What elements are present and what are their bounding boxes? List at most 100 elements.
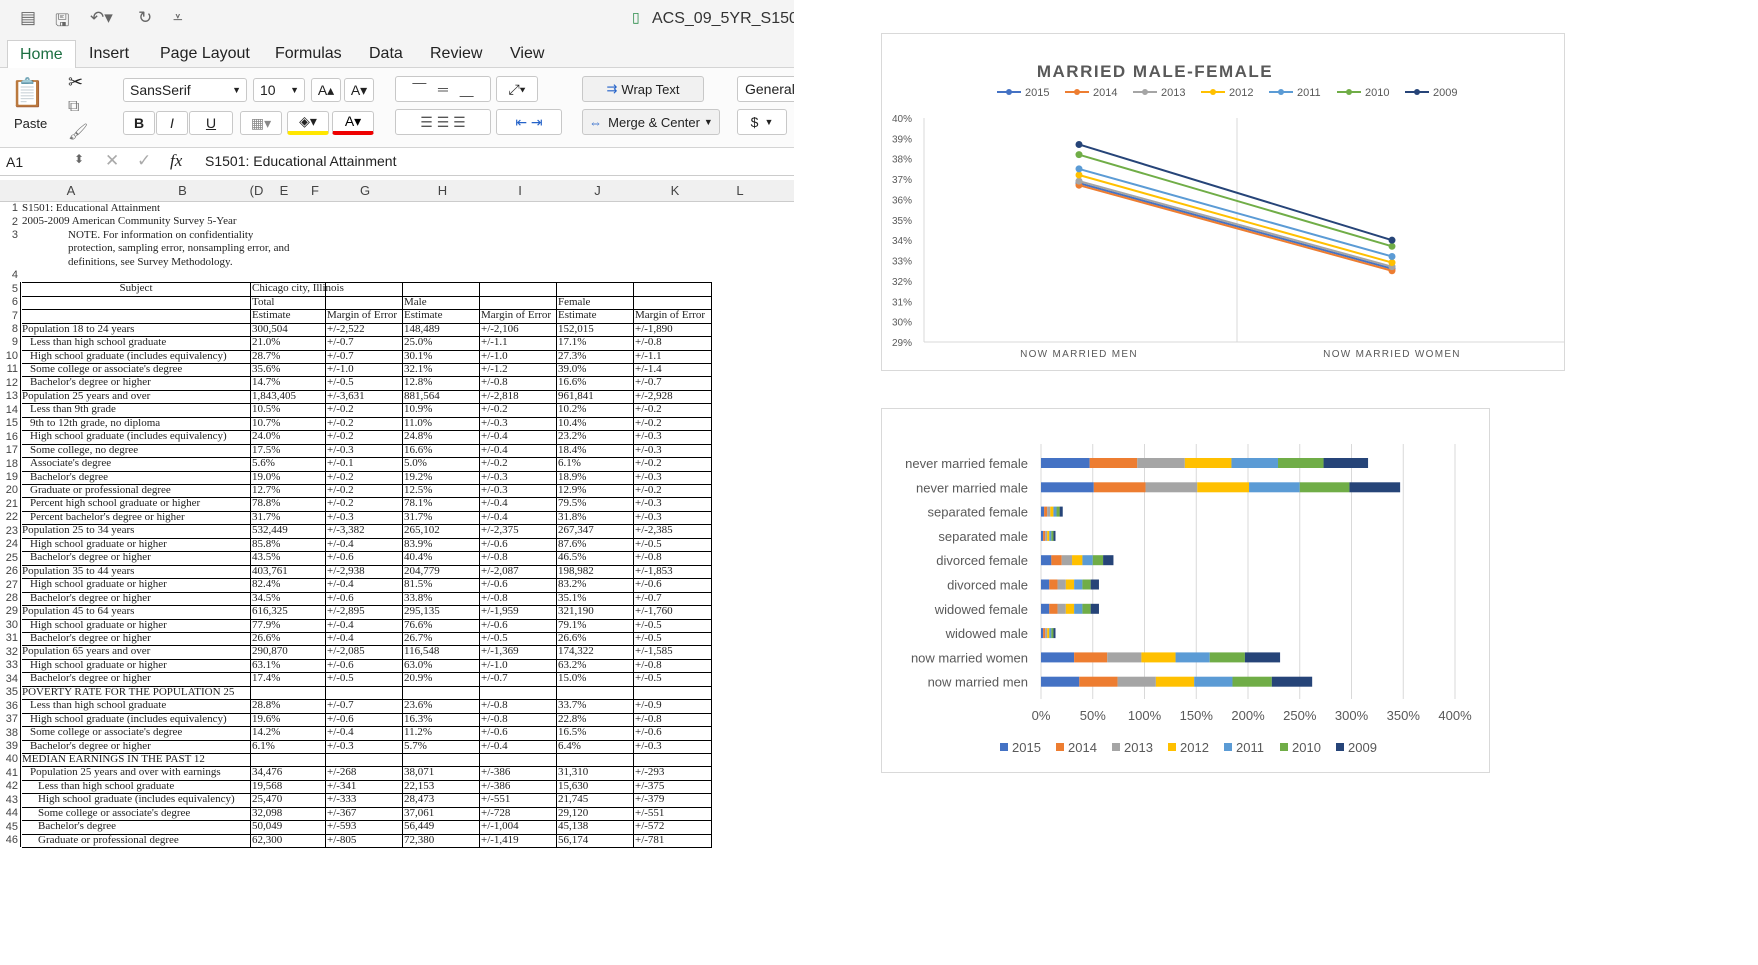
paste-icon[interactable]: 📋 bbox=[10, 77, 45, 108]
fx-icon[interactable]: fx bbox=[170, 151, 183, 170]
cell[interactable]: 72,380 bbox=[404, 833, 435, 846]
cut-icon[interactable]: ✂ bbox=[68, 72, 84, 92]
cell[interactable]: Population 18 to 24 years bbox=[22, 322, 135, 335]
cell[interactable]: +/-0.3 bbox=[635, 510, 662, 523]
cell[interactable]: +/-1,959 bbox=[481, 605, 519, 618]
cell[interactable]: +/-0.5 bbox=[635, 631, 662, 644]
cell[interactable]: 32,098 bbox=[252, 806, 283, 819]
formula-input[interactable]: S1501: Educational Attainment bbox=[205, 153, 397, 169]
cell[interactable]: +/-1.4 bbox=[635, 362, 662, 375]
cell[interactable]: 27.3% bbox=[558, 349, 587, 362]
cell[interactable]: Less than high school graduate bbox=[38, 779, 175, 792]
cell[interactable]: Some college, no degree bbox=[30, 443, 139, 456]
cell[interactable]: 17.5% bbox=[252, 443, 281, 456]
cell[interactable]: +/-1.0 bbox=[481, 349, 508, 362]
cell[interactable]: 87.6% bbox=[558, 537, 587, 550]
cell[interactable]: +/-0.3 bbox=[635, 470, 662, 483]
cell[interactable]: 45,138 bbox=[558, 820, 589, 833]
cell[interactable]: +/-0.4 bbox=[481, 739, 508, 752]
cell[interactable]: 25,470 bbox=[252, 793, 283, 806]
merge-center-button[interactable]: ⇔ Merge & Center ▼ bbox=[582, 109, 720, 135]
row-number[interactable]: 26 bbox=[5, 565, 18, 578]
cell[interactable]: +/-0.2 bbox=[327, 497, 354, 510]
column-header[interactable]: B bbox=[178, 183, 187, 198]
cell[interactable]: +/-1.1 bbox=[635, 349, 662, 362]
cell[interactable]: +/-0.4 bbox=[327, 537, 354, 550]
row-number[interactable]: 16 bbox=[5, 430, 18, 443]
cell[interactable]: 22,153 bbox=[404, 779, 435, 792]
save-icon[interactable]: 🖫 bbox=[55, 11, 70, 30]
cell[interactable]: +/-1.0 bbox=[327, 362, 354, 375]
cell[interactable]: 85.8% bbox=[252, 537, 281, 550]
row-number[interactable]: 20 bbox=[5, 484, 18, 497]
cell[interactable]: +/-333 bbox=[327, 793, 357, 806]
tab-home[interactable]: Home bbox=[7, 40, 76, 69]
row-number[interactable]: 38 bbox=[5, 726, 18, 739]
cell[interactable]: +/-0.2 bbox=[327, 484, 354, 496]
row-number[interactable]: 42 bbox=[5, 780, 18, 793]
cell[interactable]: +/-0.8 bbox=[481, 699, 508, 712]
row-number[interactable]: 33 bbox=[5, 659, 18, 672]
row-number[interactable]: 40 bbox=[5, 753, 18, 766]
cell[interactable]: +/-0.3 bbox=[481, 484, 508, 496]
cell[interactable]: +/-2,928 bbox=[635, 389, 673, 402]
cell[interactable]: +/-805 bbox=[327, 833, 357, 846]
cell[interactable]: +/-1,760 bbox=[635, 605, 673, 618]
row-number[interactable]: 17 bbox=[5, 444, 18, 457]
cell[interactable]: +/-0.5 bbox=[635, 672, 662, 685]
cell[interactable]: +/-2,087 bbox=[481, 564, 519, 577]
cell[interactable]: 12.5% bbox=[404, 484, 433, 496]
row-number[interactable]: 25 bbox=[5, 551, 18, 564]
cell[interactable]: 63.0% bbox=[404, 658, 433, 671]
cell[interactable]: 12.9% bbox=[558, 484, 587, 496]
cell[interactable]: 30.1% bbox=[404, 349, 433, 362]
cell[interactable]: +/-0.5 bbox=[327, 376, 354, 389]
row-number[interactable]: 22 bbox=[5, 511, 18, 524]
cell[interactable]: 5.6% bbox=[252, 457, 275, 470]
cell[interactable]: 31.8% bbox=[558, 510, 587, 523]
column-header[interactable]: L bbox=[736, 183, 744, 198]
cell[interactable]: +/-0.6 bbox=[327, 658, 354, 671]
cell[interactable]: 29,120 bbox=[558, 806, 589, 819]
cell[interactable]: 26.6% bbox=[558, 631, 587, 644]
cell[interactable]: 16.6% bbox=[558, 376, 587, 389]
row-number[interactable]: 11 bbox=[6, 363, 18, 376]
cell[interactable]: +/-2,818 bbox=[481, 389, 519, 402]
cell[interactable]: +/-0.4 bbox=[481, 443, 508, 456]
cell[interactable]: +/-0.3 bbox=[635, 430, 662, 443]
cell[interactable]: 265,102 bbox=[404, 524, 440, 537]
cell[interactable]: Bachelor's degree or higher bbox=[30, 672, 151, 685]
cell[interactable]: +/-0.2 bbox=[635, 457, 662, 470]
cell[interactable]: 77.9% bbox=[252, 618, 281, 631]
cell[interactable]: +/-0.4 bbox=[481, 430, 508, 443]
paste-label[interactable]: Paste bbox=[14, 116, 48, 131]
cell[interactable]: Bachelor's degree or higher bbox=[30, 631, 151, 644]
cell[interactable]: Estimate bbox=[252, 309, 291, 322]
column-header[interactable]: K bbox=[670, 183, 680, 198]
cell[interactable]: NOTE. For information on confidentiality bbox=[68, 228, 254, 241]
cell[interactable]: +/-0.2 bbox=[327, 430, 354, 443]
cell[interactable]: 76.6% bbox=[404, 618, 433, 631]
cell[interactable]: +/-0.8 bbox=[635, 658, 662, 671]
cell[interactable]: 26.6% bbox=[252, 631, 281, 644]
cell[interactable]: Female bbox=[558, 295, 591, 308]
tab-formulas[interactable]: Formulas bbox=[275, 45, 342, 62]
cell[interactable]: +/-1,890 bbox=[635, 322, 673, 335]
name-box-stepper-icon[interactable]: ⬍ bbox=[74, 152, 85, 166]
decrease-font-button[interactable]: A▾ bbox=[344, 78, 374, 102]
row-number[interactable]: 23 bbox=[5, 524, 18, 537]
cell[interactable]: +/-0.8 bbox=[635, 712, 662, 725]
cell[interactable]: +/-0.3 bbox=[481, 470, 508, 483]
cell[interactable]: +/-0.1 bbox=[327, 457, 354, 470]
cell[interactable]: 290,870 bbox=[252, 645, 288, 658]
cell[interactable]: 37,061 bbox=[404, 806, 435, 819]
cell[interactable]: 40.4% bbox=[404, 551, 433, 564]
cell[interactable]: 9th to 12th grade, no diploma bbox=[30, 416, 161, 429]
cell[interactable]: Total bbox=[252, 295, 275, 308]
cell[interactable]: +/-0.8 bbox=[481, 551, 508, 564]
cell[interactable]: 35.1% bbox=[558, 591, 587, 604]
cell[interactable]: +/-2,385 bbox=[635, 524, 673, 537]
cell[interactable]: +/-0.7 bbox=[635, 591, 662, 604]
cell[interactable]: 81.5% bbox=[404, 578, 433, 591]
cell[interactable]: +/-0.8 bbox=[481, 376, 508, 389]
